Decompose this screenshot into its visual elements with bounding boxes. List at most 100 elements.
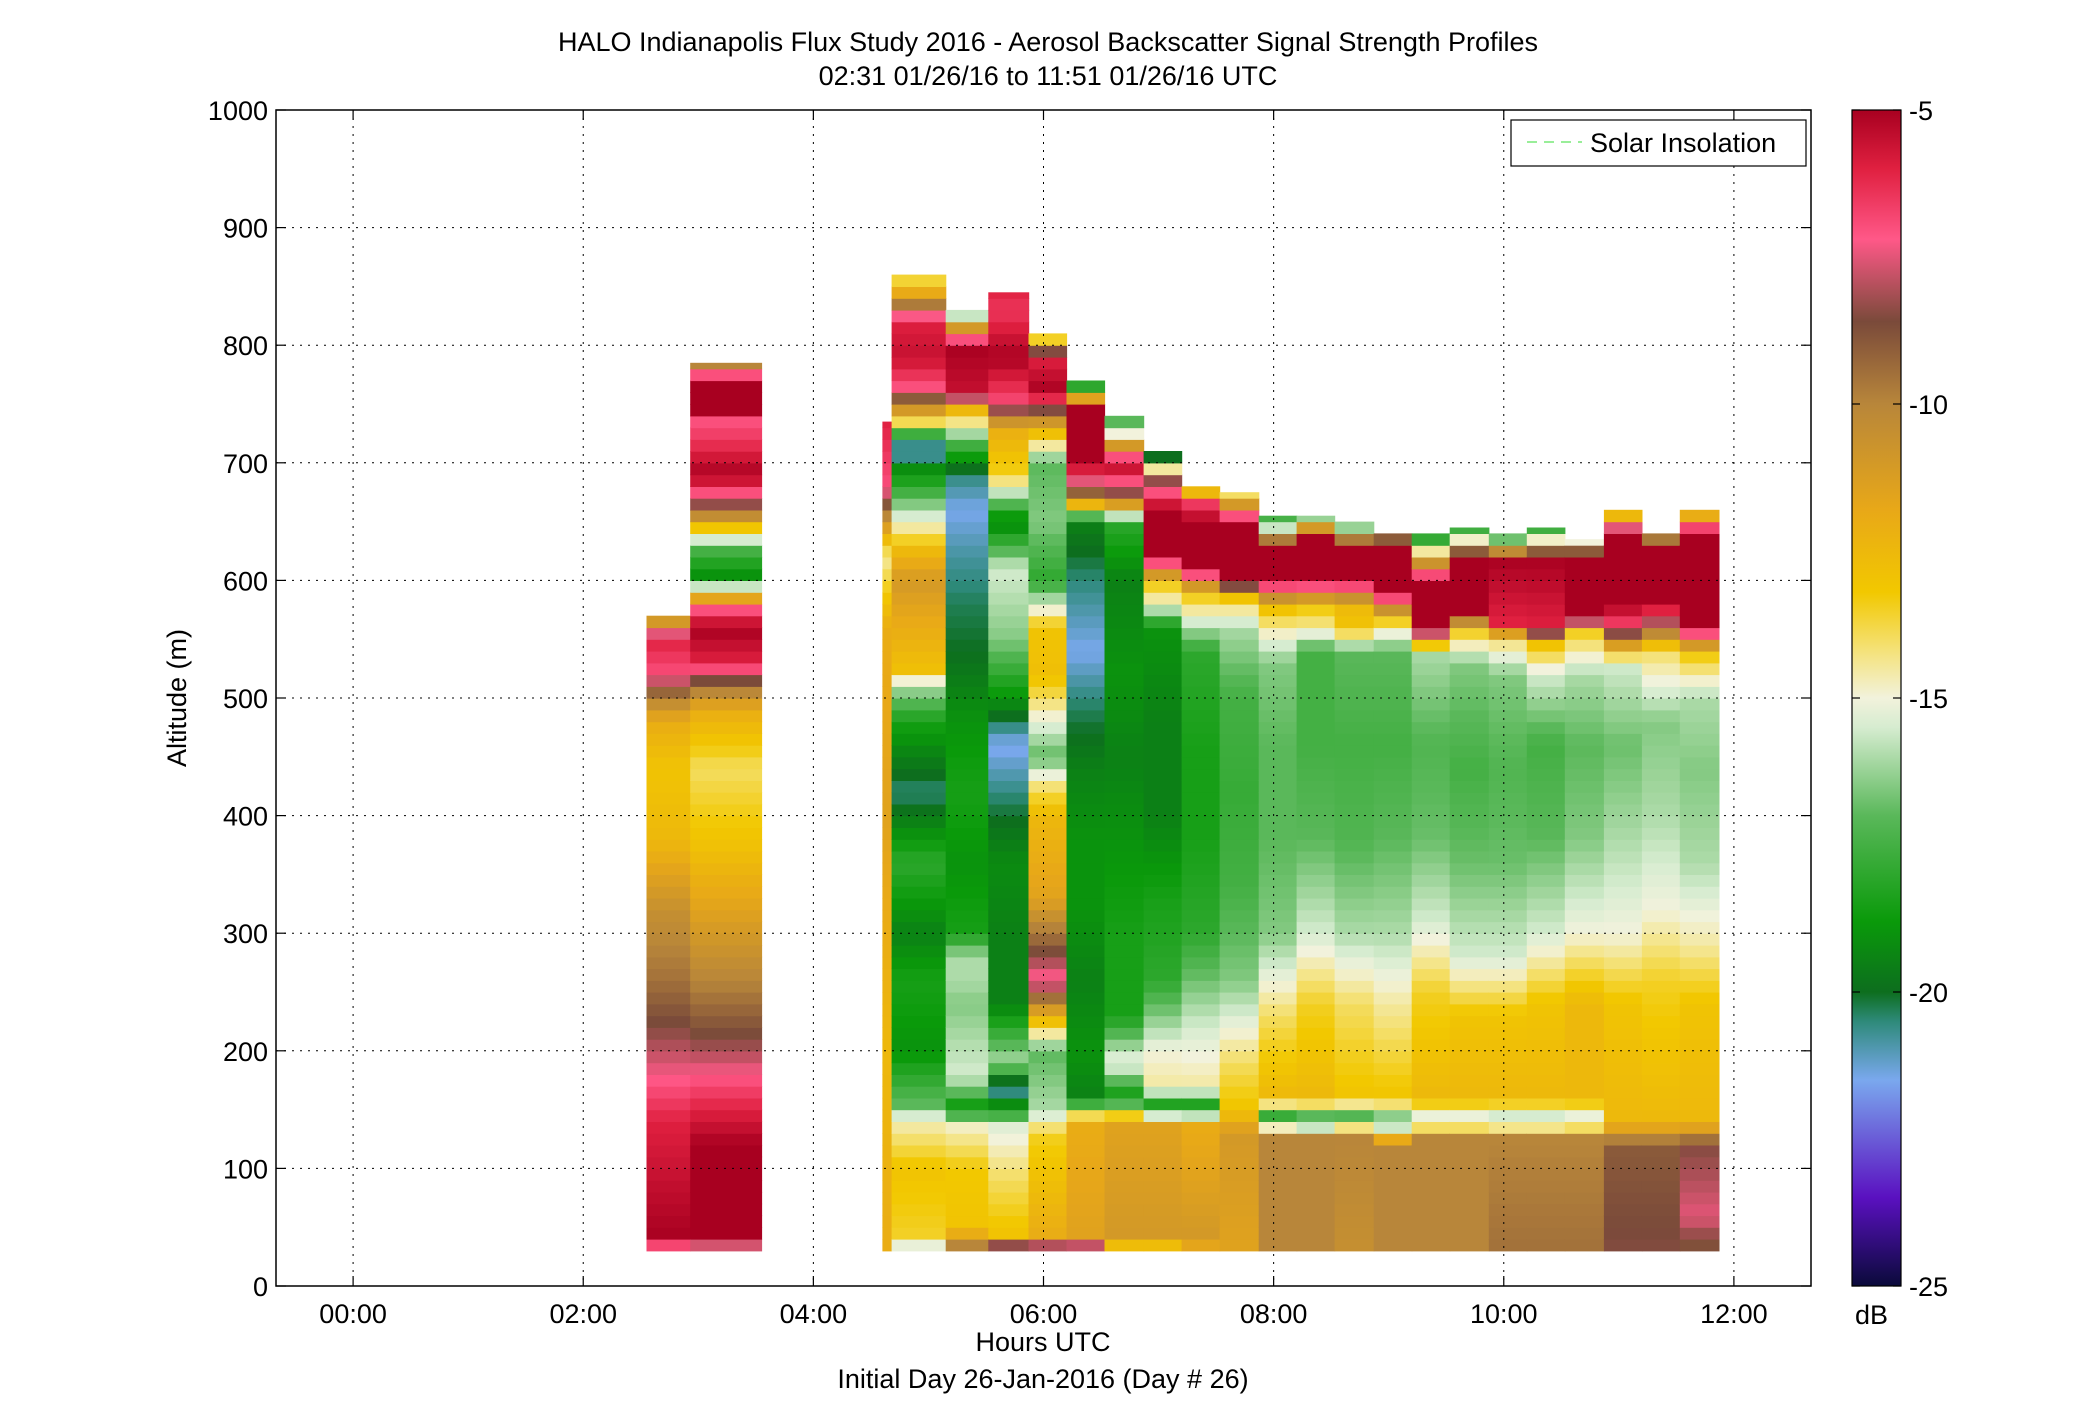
heatmap-cell (988, 1227, 1030, 1240)
heatmap-cell (1296, 1191, 1336, 1205)
heatmap-cell (988, 568, 1030, 581)
heatmap-cell (1258, 980, 1298, 993)
heatmap-cell (1181, 592, 1221, 605)
heatmap-cell (988, 368, 1030, 382)
heatmap-cell (1066, 980, 1106, 993)
heatmap-cell (1143, 1144, 1183, 1158)
heatmap-cell (1104, 1121, 1145, 1134)
heatmap-cell (1411, 639, 1451, 652)
heatmap-cell (1143, 1109, 1183, 1122)
heatmap-cell (882, 545, 893, 558)
heatmap-cell (1488, 850, 1528, 864)
heatmap-cell (1334, 662, 1375, 676)
heatmap-cell (1603, 992, 1643, 1005)
heatmap-cell (1679, 1203, 1720, 1217)
heatmap-cell (945, 792, 989, 805)
heatmap-cell (1373, 1144, 1413, 1158)
heatmap-cell (1181, 733, 1221, 746)
heatmap-cell (1373, 980, 1413, 993)
heatmap-cell (945, 662, 989, 676)
heatmap-cell (1104, 568, 1145, 581)
heatmap-cell (945, 1121, 989, 1134)
heatmap-cell (1066, 1180, 1106, 1193)
heatmap-cell (882, 1191, 893, 1205)
heatmap-cell (1143, 721, 1183, 734)
heatmap-cell (1679, 1156, 1720, 1169)
heatmap-cell (882, 933, 893, 946)
heatmap-cell (1449, 545, 1490, 558)
profile-column (1181, 486, 1221, 1252)
heatmap-cell (1334, 1191, 1375, 1205)
heatmap-cell (891, 333, 947, 346)
heatmap-cell (1373, 909, 1413, 923)
heatmap-cell (1641, 662, 1681, 676)
heatmap-cell (1564, 992, 1605, 1005)
heatmap-cell (1219, 933, 1260, 946)
heatmap-cell (1066, 1003, 1106, 1017)
heatmap-cell (1066, 380, 1106, 393)
heatmap-cell (1564, 745, 1605, 758)
heatmap-cell (1526, 792, 1566, 805)
heatmap-cell (1373, 568, 1413, 581)
heatmap-cell (891, 603, 947, 617)
heatmap-cell (1181, 556, 1221, 570)
heatmap-cell (945, 533, 989, 546)
heatmap-cell (1526, 1191, 1566, 1205)
heatmap-cell (1564, 733, 1605, 746)
heatmap-cell (891, 1191, 947, 1205)
heatmap-cell (882, 1215, 893, 1228)
heatmap-cell (1411, 1239, 1451, 1252)
heatmap-cell (1411, 992, 1451, 1005)
heatmap-cell (1488, 1050, 1528, 1064)
heatmap-cell (646, 674, 691, 687)
heatmap-cell (1411, 651, 1451, 664)
heatmap-cell (1411, 780, 1451, 793)
heatmap-cell (1411, 956, 1451, 970)
heatmap-cell (690, 1180, 763, 1193)
heatmap-cell (1143, 592, 1183, 605)
heatmap-cell (646, 1156, 691, 1169)
heatmap-cell (945, 1156, 989, 1169)
heatmap-cell (1334, 1027, 1375, 1040)
heatmap-cell (1296, 897, 1336, 911)
heatmap-cell (1066, 886, 1106, 899)
heatmap-cell (1488, 1027, 1528, 1040)
heatmap-cell (1258, 533, 1298, 546)
heatmap-cell (1296, 780, 1336, 793)
heatmap-cell (891, 651, 947, 664)
heatmap-cell (945, 451, 989, 464)
heatmap-cell (1449, 862, 1490, 875)
heatmap-cell (1526, 933, 1566, 946)
heatmap-cell (1488, 698, 1528, 711)
profile-column (1028, 333, 1068, 1252)
heatmap-cell (1258, 592, 1298, 605)
heatmap-cell (1449, 651, 1490, 664)
heatmap-cell (882, 651, 893, 664)
y-tick-label: 300 (223, 919, 268, 949)
heatmap-cell (1449, 792, 1490, 805)
heatmap-cell (1143, 1062, 1183, 1075)
heatmap-cell (1603, 1144, 1643, 1158)
heatmap-cell (690, 1027, 763, 1040)
heatmap-cell (1679, 603, 1720, 617)
heatmap-cell (1488, 651, 1528, 664)
heatmap-cell (1066, 968, 1106, 981)
heatmap-cell (1564, 592, 1605, 605)
heatmap-cell (1258, 815, 1298, 828)
heatmap-cell (1641, 792, 1681, 805)
heatmap-cell (1066, 1168, 1106, 1181)
heatmap-cell (1564, 1015, 1605, 1028)
heatmap-cell (1219, 545, 1260, 558)
heatmap-cell (1564, 1144, 1605, 1158)
heatmap-cell (1679, 1168, 1720, 1181)
heatmap-cell (1143, 827, 1183, 840)
heatmap-cell (1066, 897, 1106, 911)
heatmap-cell (1334, 580, 1375, 593)
heatmap-cell (1488, 945, 1528, 958)
heatmap-cell (1564, 756, 1605, 770)
heatmap-cell (1373, 1039, 1413, 1052)
heatmap-cell (1526, 709, 1566, 723)
heatmap-cell (1219, 1180, 1260, 1193)
heatmap-cell (988, 509, 1030, 523)
profile-column (1258, 515, 1298, 1252)
